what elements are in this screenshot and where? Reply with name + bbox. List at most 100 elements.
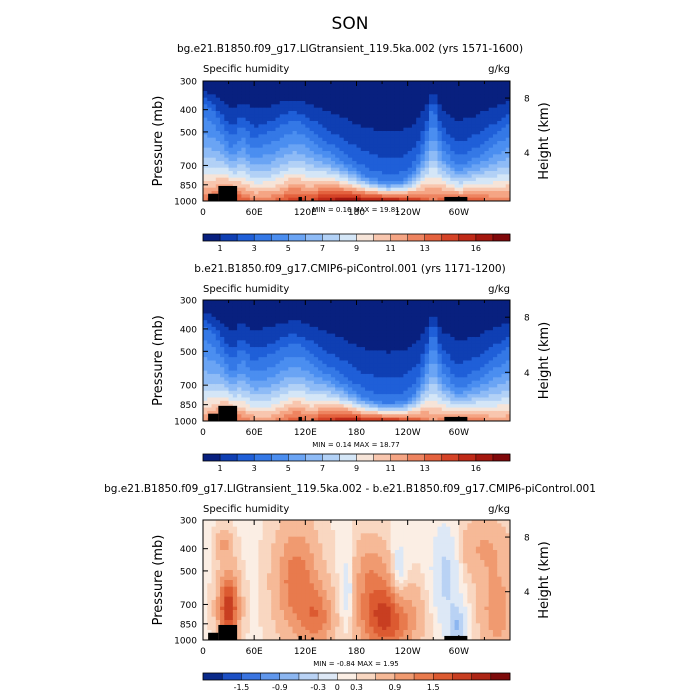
field-cell [390,353,396,358]
field-cell [343,380,349,385]
field-cell [488,104,494,109]
field-cell [458,363,464,368]
field-cell [352,191,357,195]
field-cell [471,171,477,175]
y-tick-label: 1000 [174,198,197,208]
field-cell [424,154,430,159]
field-cell [228,384,234,388]
field-cell [475,157,481,162]
field-cell [403,343,409,348]
field-cell [399,387,404,392]
field-cell [313,101,319,105]
field-cell [309,384,315,388]
field-cell [245,141,251,145]
field-cell [497,97,502,102]
field-cell [284,357,289,361]
field-cell [403,114,409,119]
field-cell [228,161,234,165]
field-cell [224,377,230,382]
field-cell [467,101,473,105]
field-cell [352,333,357,338]
field-cell [224,104,230,109]
field-cell [249,394,255,398]
field-cell [339,316,345,321]
field-cell [382,303,387,308]
field-cell [318,330,323,335]
field-cell [262,104,268,109]
field-cell [211,303,217,308]
field-cell [369,177,375,182]
field-cell [360,353,366,358]
field-cell [467,340,473,345]
field-cell [407,194,413,199]
field-cell [258,357,264,361]
field-cell [292,326,298,331]
field-cell [301,117,306,122]
field-cell [203,141,208,145]
field-cell [441,303,447,308]
field-cell [313,300,319,304]
field-cell [360,131,366,135]
field-cell [369,400,375,405]
field-cell [492,94,498,99]
field-cell [288,151,294,155]
field-cell [279,134,285,139]
field-cell [335,394,340,398]
field-cell [220,300,225,304]
field-cell [241,164,247,169]
field-cell [365,357,370,361]
field-cell [292,147,298,152]
field-cell [322,187,328,192]
field-cell [411,191,417,195]
field-cell [420,340,426,345]
field-cell [275,157,281,162]
field-cell [463,404,468,409]
field-cell [403,141,409,145]
field-cell [492,197,498,202]
field-cell [501,87,507,92]
field-cell [245,333,251,338]
field-cell [228,94,234,99]
field-cell [394,394,400,398]
field-cell [356,320,362,325]
field-cell [420,127,426,132]
field-cell [352,313,357,318]
field-cell [271,407,276,412]
field-cell [343,310,349,314]
field-cell [356,187,362,192]
field-cell [382,300,387,304]
field-cell [241,131,247,135]
field-cell [224,350,230,355]
field-cell [288,94,294,99]
field-cell [471,340,477,345]
field-cell [484,124,490,129]
field-cell [262,326,268,331]
field-cell [220,384,225,388]
field-cell [407,363,413,368]
field-cell [305,164,311,169]
field-cell [271,197,276,202]
field-cell [262,194,268,199]
field-cell [382,306,387,311]
field-cell [258,373,264,378]
field-cell [330,154,336,159]
field-cell [394,353,400,358]
field-cell [416,167,421,172]
field-cell [446,84,451,89]
field-cell [454,343,460,348]
field-cell [232,306,238,311]
field-cell [292,390,298,395]
field-cell [352,303,357,308]
field-cell [441,313,447,318]
field-cell [369,323,375,328]
field-cell [390,380,396,385]
field-cell [501,121,507,125]
field-cell [292,323,298,328]
field-cell [326,353,332,358]
field-cell [492,117,498,122]
field-cell [441,127,447,132]
field-cell [467,111,473,115]
field-cell [249,414,255,419]
field-cell [296,347,302,351]
field-cell [360,400,366,405]
